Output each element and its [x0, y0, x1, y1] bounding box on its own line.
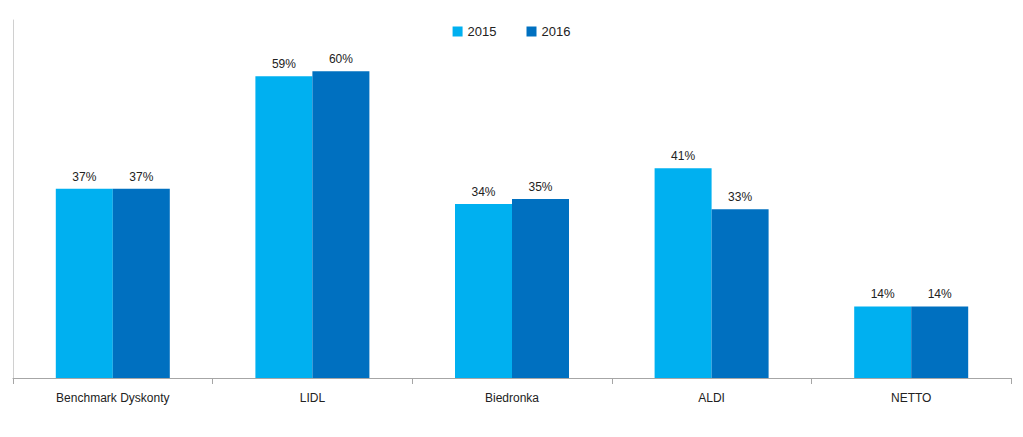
svg-text:14%: 14% [871, 287, 895, 301]
svg-text:Biedronka: Biedronka [485, 391, 539, 405]
svg-text:37%: 37% [129, 170, 153, 184]
svg-text:37%: 37% [72, 170, 96, 184]
svg-text:59%: 59% [272, 57, 296, 71]
svg-text:60%: 60% [329, 52, 353, 66]
svg-text:LIDL: LIDL [300, 391, 326, 405]
svg-text:Benchmark Dyskonty: Benchmark Dyskonty [56, 391, 169, 405]
svg-text:2015: 2015 [468, 24, 497, 39]
svg-text:33%: 33% [728, 190, 752, 204]
svg-text:35%: 35% [528, 180, 552, 194]
svg-text:41%: 41% [671, 149, 695, 163]
svg-text:2016: 2016 [542, 24, 571, 39]
svg-text:34%: 34% [471, 185, 495, 199]
svg-text:ALDI: ALDI [698, 391, 725, 405]
svg-text:NETTO: NETTO [891, 391, 931, 405]
svg-text:14%: 14% [928, 287, 952, 301]
